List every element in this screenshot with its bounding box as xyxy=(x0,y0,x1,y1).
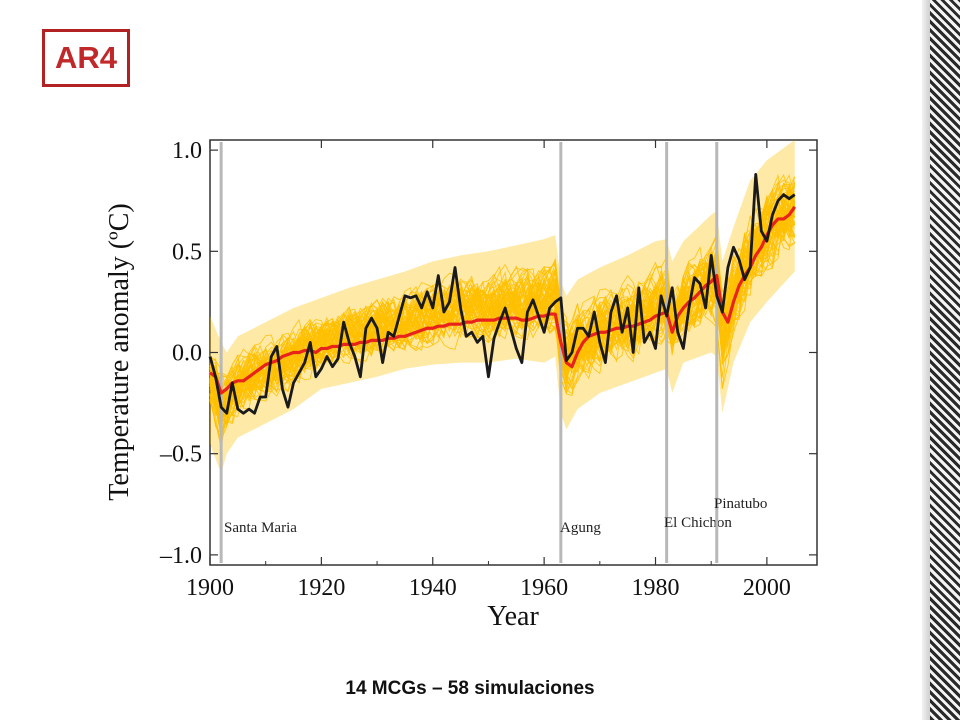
volcano-label-santa-maria: Santa Maria xyxy=(224,520,297,536)
ar4-badge: AR4 xyxy=(42,29,130,87)
x-tick-label: 1940 xyxy=(409,575,457,601)
x-tick-label: 1960 xyxy=(520,575,568,601)
x-axis-title: Year xyxy=(487,601,539,632)
x-tick-label: 1920 xyxy=(297,575,345,601)
caption: 14 MCGs – 58 simulaciones xyxy=(345,678,595,699)
x-tick-label: 1900 xyxy=(186,575,234,601)
volcano-label-agung: Agung xyxy=(560,520,601,536)
simulation-line-45 xyxy=(209,191,795,411)
x-tick-label: 2000 xyxy=(743,575,791,601)
decorative-stripe xyxy=(922,0,960,720)
volcano-label-el-chichon: El Chichon xyxy=(664,515,732,531)
volcano-lines: Santa Maria Agung El Chichon Pinatubo xyxy=(219,142,767,563)
x-tick-label: 1980 xyxy=(632,575,680,601)
y-tick-label: –0.5 xyxy=(159,442,202,468)
y-tick-label: 0.0 xyxy=(172,341,202,367)
simulation-line-56 xyxy=(209,217,795,396)
volcano-label-pinatubo: Pinatubo xyxy=(714,496,767,512)
observed-line xyxy=(208,173,796,415)
y-axis-title: Temperature anomaly (ºC) xyxy=(104,203,135,501)
y-tick-label: 1.0 xyxy=(172,138,202,164)
observed-layer xyxy=(208,173,796,415)
simulation-line-55 xyxy=(209,188,796,424)
y-tick-label: –1.0 xyxy=(159,543,202,569)
axis-ticks: 1900 1920 1940 1960 1980 2000 –1.0 –0.5 0.0 0.5 1.… xyxy=(159,138,817,601)
y-tick-label: 0.5 xyxy=(172,239,202,265)
